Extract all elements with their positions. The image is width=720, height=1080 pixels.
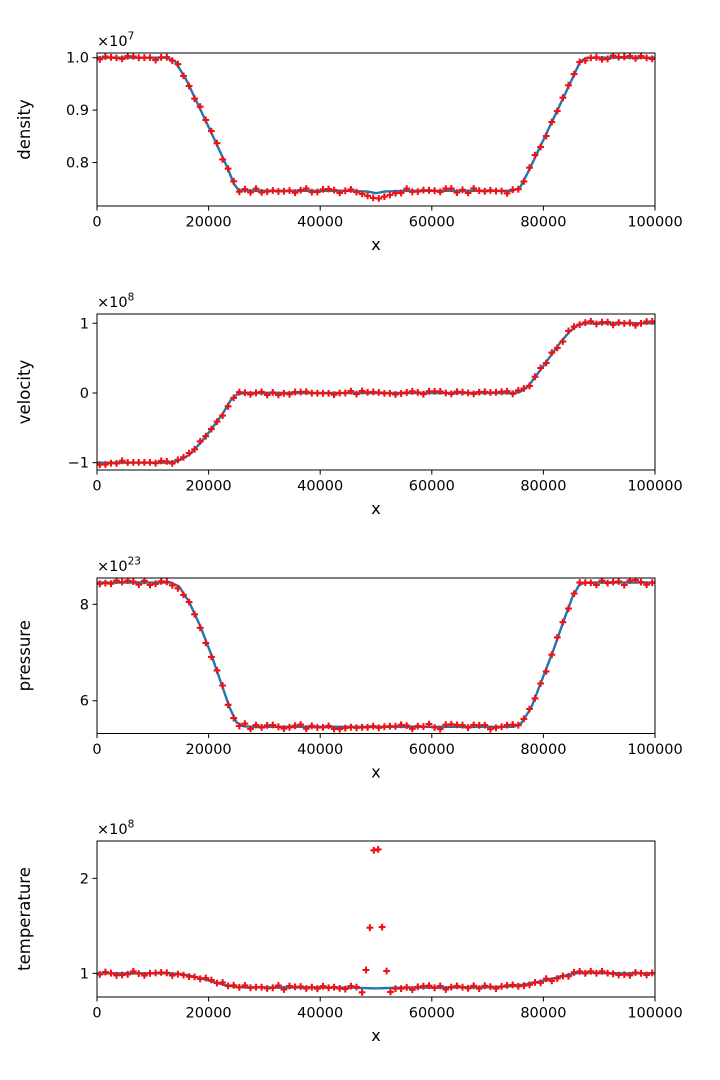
subplot-velocity: 0 20000 40000 60000 80000 100000−101xvelocity… xyxy=(15,292,683,519)
density-xtick-label: 80000 xyxy=(520,215,566,231)
velocity-offset-text: ×108 xyxy=(97,292,134,312)
velocity-ylabel: velocity xyxy=(15,360,34,425)
velocity-xtick-label: 20000 xyxy=(186,479,232,495)
temperature-ytick-label: 2 xyxy=(80,871,89,887)
velocity-xtick-label: 0 xyxy=(92,479,101,495)
pressure-axes-box xyxy=(96,577,656,734)
pressure-xtick-label: 0 xyxy=(92,742,101,758)
temperature-axes-box xyxy=(96,840,656,998)
velocity-xtick-label: 60000 xyxy=(409,479,455,495)
subplot-pressure: 0 20000 40000 60000 80000 100000 6 8 x pressure ×1… xyxy=(15,556,683,782)
velocity-xtick-label: 100000 xyxy=(627,479,682,495)
velocity-xtick-label: 80000 xyxy=(520,479,566,495)
subplot-density: 0 20000 40000 60000 80000 100000 0.8 0.9 1.0 x den… xyxy=(15,31,683,255)
density-line-series xyxy=(97,56,655,195)
pressure-xtick-label: 40000 xyxy=(297,742,343,758)
velocity-xlabel: x xyxy=(371,499,380,518)
density-xlabel: x xyxy=(371,235,380,254)
temperature-xtick-label: 100000 xyxy=(627,1006,682,1022)
pressure-xlabel: x xyxy=(371,763,380,782)
temperature-ytick-label: 1 xyxy=(80,966,89,982)
pressure-xtick-label: 20000 xyxy=(186,742,232,758)
pressure-ytick-label: 8 xyxy=(80,597,89,613)
density-xtick-label: 20000 xyxy=(186,215,232,231)
temperature-xlabel: x xyxy=(371,1026,380,1045)
density-xtick-label: 60000 xyxy=(409,215,455,231)
temperature-offset-text: ×108 xyxy=(97,819,134,839)
density-ylabel: density xyxy=(15,99,34,160)
velocity-ytick-label: −1 xyxy=(68,456,89,472)
velocity-marker-series xyxy=(97,317,655,469)
velocity-data-layer xyxy=(97,317,655,469)
density-xtick-label: 100000 xyxy=(627,215,682,231)
pressure-ytick-label: 6 xyxy=(80,694,89,710)
temperature-xtick-label: 60000 xyxy=(409,1006,455,1022)
temperature-ylabel: temperature xyxy=(15,867,34,971)
density-ytick-label: 0.9 xyxy=(66,103,89,119)
pressure-xtick-label: 60000 xyxy=(409,742,455,758)
velocity-axes-box xyxy=(96,313,656,471)
pressure-xtick-label: 100000 xyxy=(627,742,682,758)
temperature-xtick-label: 80000 xyxy=(520,1006,566,1022)
velocity-xtick-label: 40000 xyxy=(297,479,343,495)
velocity-ytick-label: 0 xyxy=(80,386,89,402)
density-marker-series xyxy=(97,53,655,202)
pressure-ylabel: pressure xyxy=(15,620,34,691)
density-data-layer xyxy=(97,53,655,202)
velocity-ytick-label: 1 xyxy=(80,316,89,332)
density-xtick-label: 40000 xyxy=(297,215,343,231)
temperature-xtick-label: 20000 xyxy=(186,1006,232,1022)
pressure-data-layer xyxy=(97,578,655,733)
temperature-xtick-label: 0 xyxy=(92,1006,101,1022)
subplot-temperature: 0 20000 40000 60000 80000 100000 1 2 x temperatur… xyxy=(15,819,683,1046)
pressure-xtick-label: 80000 xyxy=(520,742,566,758)
temperature-marker-series xyxy=(97,846,655,996)
temperature-xtick-label: 40000 xyxy=(297,1006,343,1022)
temperature-data-layer xyxy=(97,846,655,996)
density-ytick-label: 1.0 xyxy=(66,51,89,67)
density-axes-box xyxy=(96,52,656,207)
density-ytick-label: 0.8 xyxy=(66,156,89,172)
pressure-line-series xyxy=(97,581,655,728)
pressure-offset-text: ×1023 xyxy=(97,556,141,576)
pressure-marker-series xyxy=(97,578,655,733)
density-xtick-label: 0 xyxy=(92,215,101,231)
density-offset-text: ×107 xyxy=(97,31,134,51)
